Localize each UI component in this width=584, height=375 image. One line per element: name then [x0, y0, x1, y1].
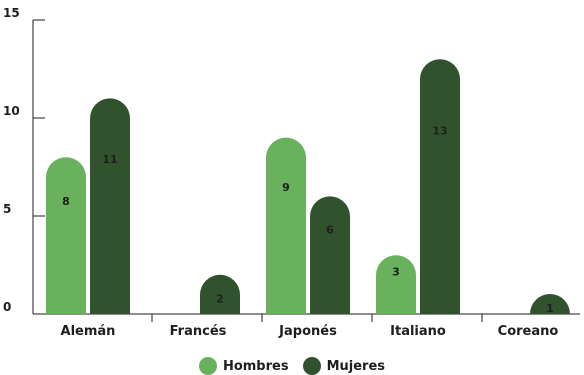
bar-mujeres-italiano — [420, 59, 460, 314]
y-tick-label: 5 — [3, 202, 11, 216]
labels: 8 11 Alemán 2 Francés 9 6 Japonés 3 13 Italiano 1 Co… — [61, 125, 559, 339]
data-label: 2 — [216, 292, 224, 305]
legend-item-hombres: Hombres — [198, 357, 289, 375]
bar-mujeres-alemán — [90, 98, 130, 315]
legend-swatch-hombres — [198, 357, 217, 375]
legend: Hombres Mujeres — [0, 357, 584, 375]
data-label: 6 — [326, 223, 334, 236]
y-tick-label: 15 — [3, 6, 20, 20]
bar-mujeres-japonés — [310, 196, 350, 314]
data-label: 9 — [282, 181, 290, 194]
data-label: 3 — [392, 266, 400, 279]
bar-mujeres-coreano — [530, 294, 570, 314]
bars — [46, 59, 570, 315]
x-tick-label: Alemán — [61, 324, 116, 339]
x-tick-label: Francés — [170, 324, 227, 339]
data-label: 8 — [62, 195, 70, 208]
legend-swatch-mujeres — [302, 357, 321, 375]
legend-label-hombres: Hombres — [222, 358, 289, 374]
bar-hombres-alemán — [46, 157, 86, 314]
data-label: 1 — [546, 302, 554, 315]
y-tick-label: 10 — [3, 104, 20, 118]
x-tick-label: Japonés — [278, 324, 337, 339]
data-label: 13 — [432, 125, 447, 138]
legend-item-mujeres: Mujeres — [302, 357, 386, 375]
data-label: 11 — [102, 153, 117, 166]
legend-label-mujeres: Mujeres — [326, 358, 386, 374]
x-tick-label: Coreano — [498, 324, 559, 339]
bar-mujeres-francés — [200, 274, 240, 314]
bar-hombres-italiano — [376, 255, 416, 314]
bar-hombres-japonés — [266, 137, 306, 314]
x-tick-label: Italiano — [390, 324, 446, 339]
y-tick-label: 0 — [3, 300, 11, 314]
